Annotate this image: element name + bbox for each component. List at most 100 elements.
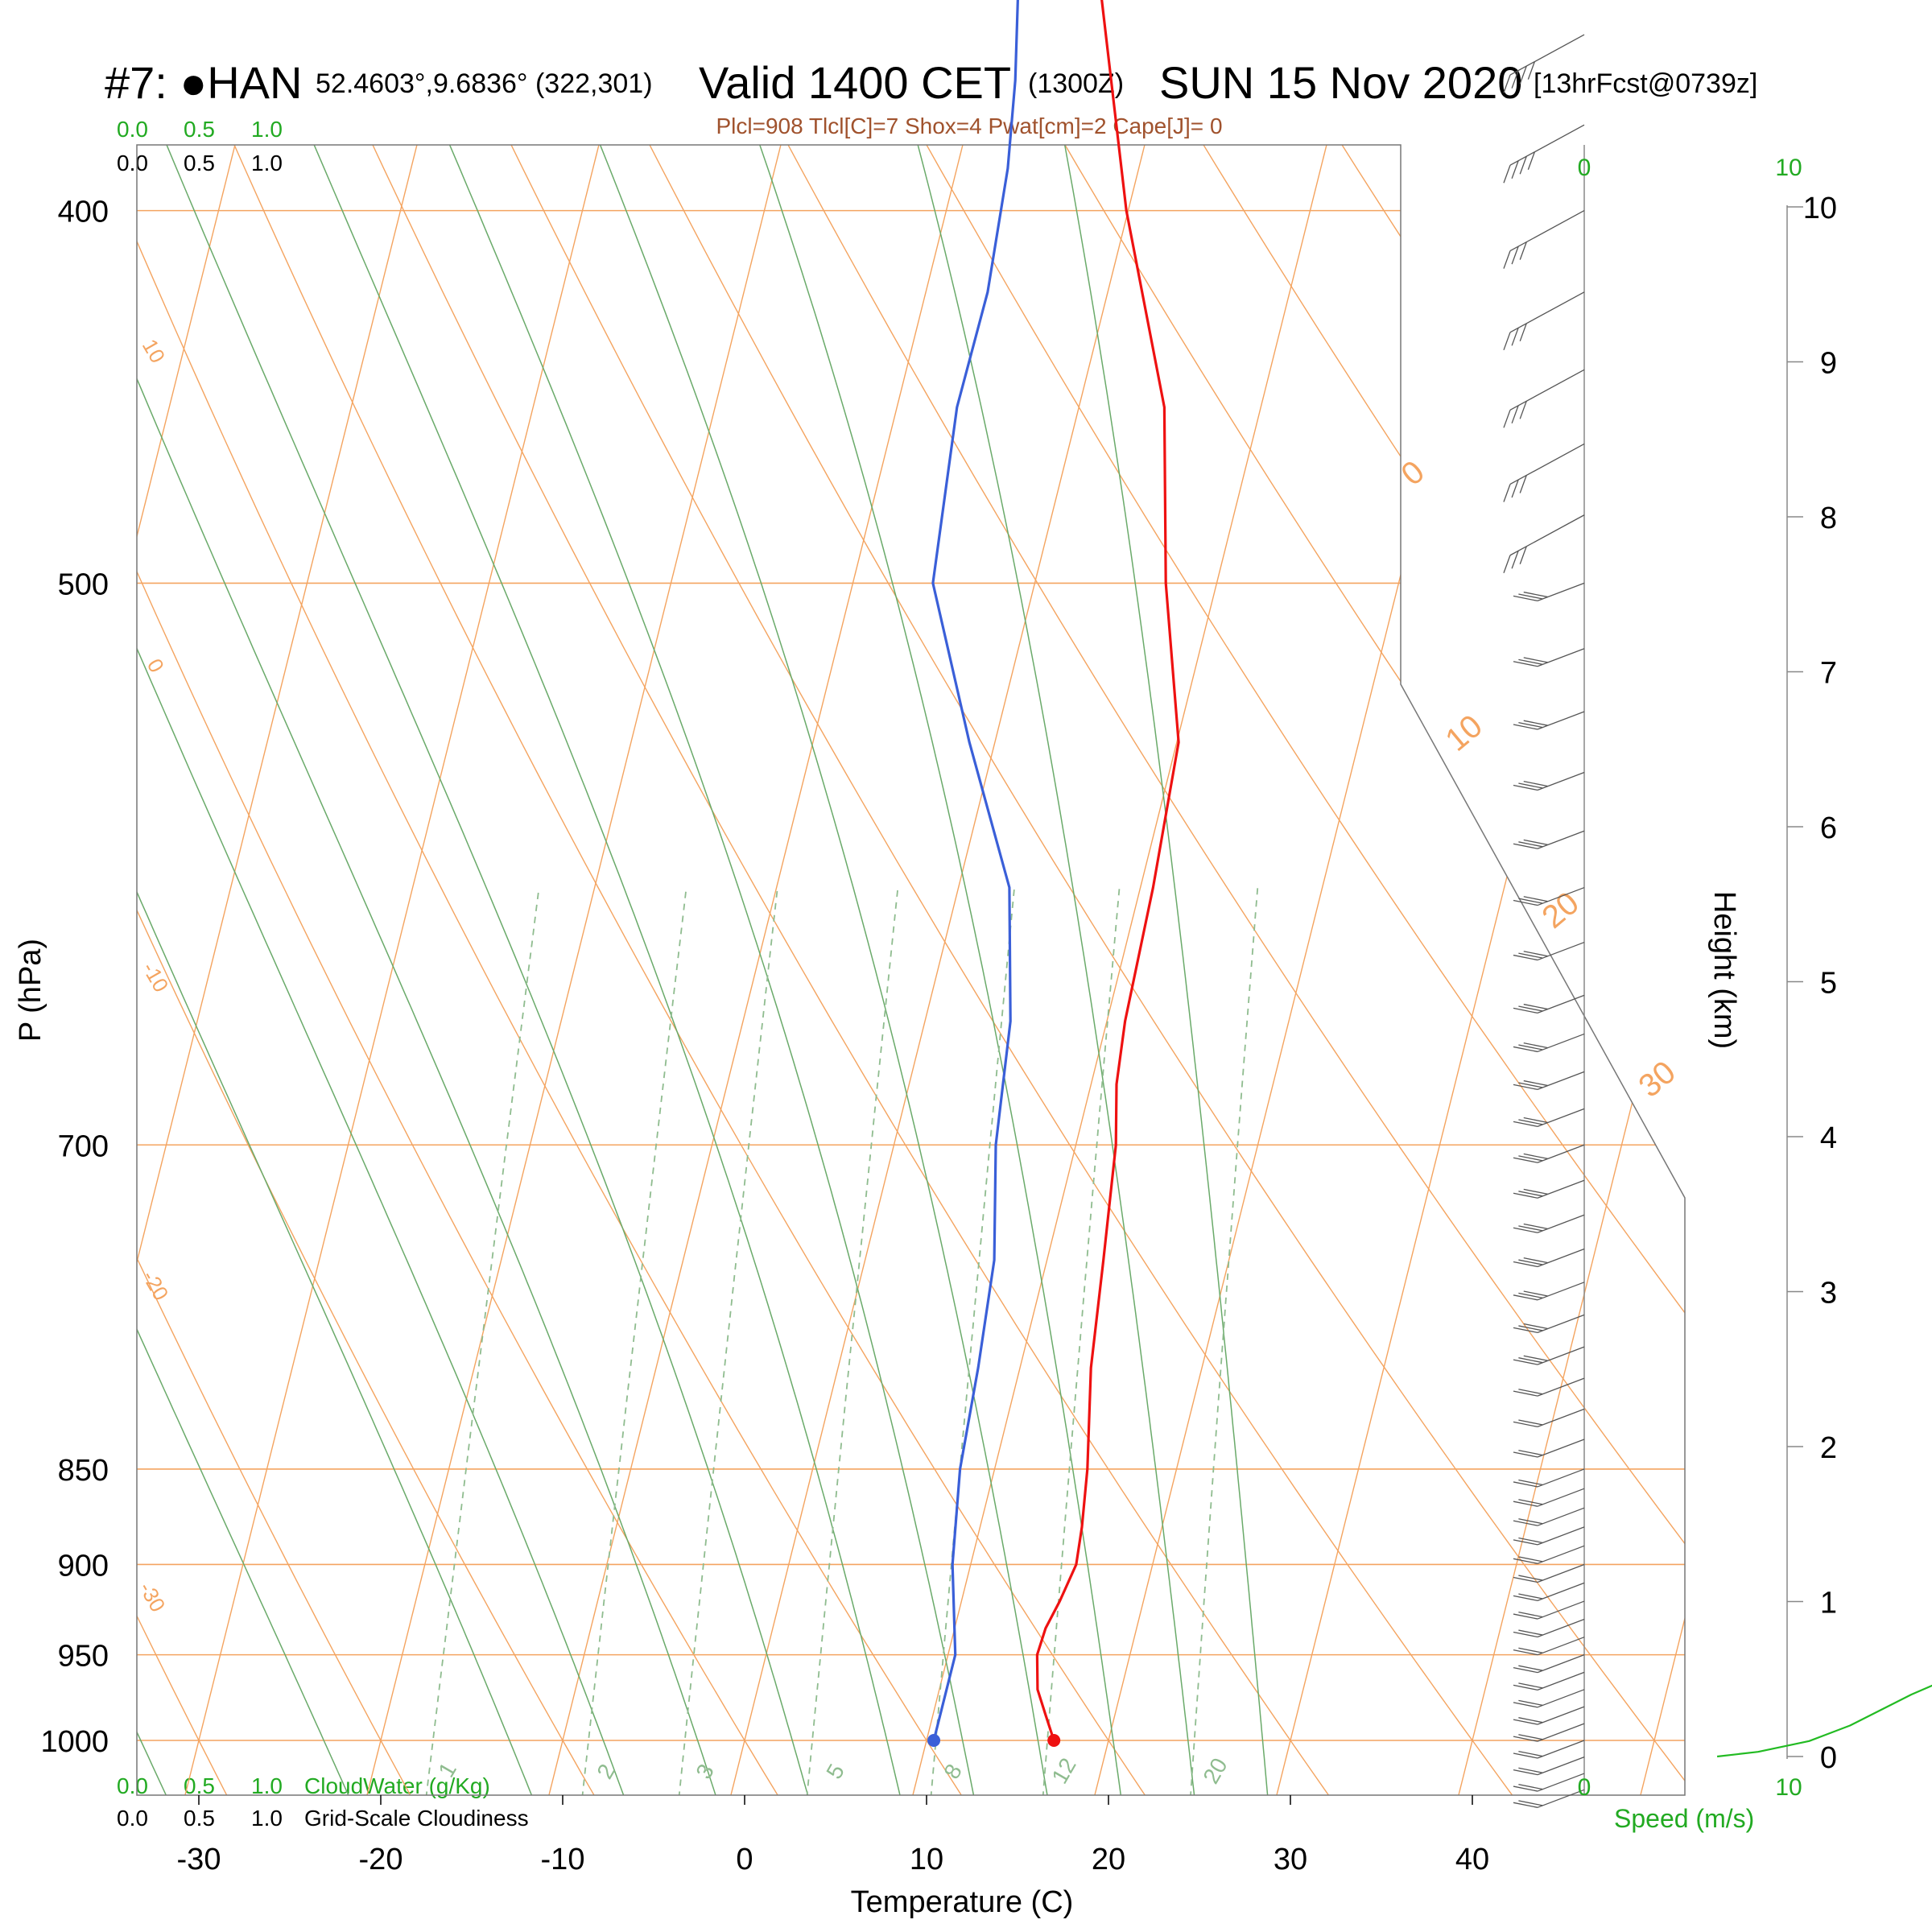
mixing-ratio-label-5: 5 (821, 1760, 849, 1783)
wind-barb-480 (1503, 514, 1585, 573)
dry-adiabat-0 (137, 145, 795, 1795)
wind-barb-420 (1503, 291, 1585, 351)
cloud-scale-top-black-0: 0.0 (117, 151, 148, 175)
speed-tick-bottom-10: 10 (1775, 1774, 1802, 1801)
wind-barb-685 (1513, 1108, 1585, 1127)
temperature-surface-marker (1047, 1734, 1061, 1747)
dry-adiabat-130 (1290, 145, 1685, 1795)
temperature-tick-30: 30 (1274, 1843, 1307, 1876)
height-axis-label: Height (km) (1707, 891, 1741, 1049)
isotherm-label-right-30: 30 (1633, 1055, 1682, 1104)
dry-adiabat-140 (1413, 145, 1685, 1795)
isotherm-label-left-10: 10 (138, 335, 170, 367)
pressure-tick-400: 400 (58, 196, 109, 229)
dry-adiabat-10 (137, 145, 980, 1795)
height-tick-2: 2 (1820, 1431, 1837, 1465)
cloud-scale-bottom-green-1: 0.5 (184, 1773, 215, 1798)
moist-adiabat-22 (493, 145, 1125, 1795)
wind-barb-580 (1513, 830, 1585, 849)
speed-axis-label: Speed (m/s) (1614, 1804, 1754, 1833)
height-tick-6: 6 (1820, 811, 1837, 845)
wind-barb-560 (1513, 771, 1585, 791)
wind-barb-890 (1513, 1545, 1585, 1564)
moist-adiabat--20 (137, 145, 361, 1795)
height-tick-5: 5 (1820, 967, 1837, 1001)
wind-barb-400 (1503, 210, 1585, 269)
dry-adiabat-90 (801, 145, 1685, 1795)
background-lines (0, 0, 1685, 1822)
dry-adiabat-30 (137, 145, 1348, 1795)
dry-adiabat-50 (311, 145, 1685, 1795)
height-tick-4: 4 (1820, 1121, 1837, 1155)
temperature-line (1035, 0, 1180, 1741)
wind-barb-380 (1503, 124, 1585, 184)
isotherm--20 (359, 145, 962, 1795)
moist-adiabat-18 (315, 145, 1053, 1795)
cloud-scale-top-green-2: 1.0 (251, 117, 283, 142)
dry-adiabat-110 (1046, 145, 1685, 1795)
wind-barb-1010 (1513, 1757, 1585, 1776)
dry-adiabat--40 (0, 0, 56, 1822)
wind-barb-670 (1513, 1071, 1585, 1091)
plot-outline (136, 144, 1686, 1796)
mixing-ratio-12 (1040, 887, 1121, 1795)
pressure-tick-500: 500 (58, 568, 109, 601)
temperature-tick-labels: -30 -20 -10 0 10 20 30 40 (177, 1795, 1489, 1876)
cloud-scale-bottom-black-0: 0.0 (117, 1806, 148, 1831)
pressure-tick-900: 900 (58, 1549, 109, 1583)
wind-barb-790 (1513, 1346, 1585, 1365)
moist-adiabat-10 (137, 145, 907, 1795)
isotherm--70 (0, 0, 52, 1822)
wind-barb-1000 (1513, 1740, 1585, 1759)
isotherm-0 (723, 145, 1326, 1795)
station-coords: 52.4603°,9.6836° (322,301) (316, 68, 653, 99)
height-tick-labels: 0 1 2 3 4 5 6 7 8 9 10 (1787, 192, 1837, 1775)
mixing-ratio-3 (675, 887, 778, 1795)
wind-barb-600 (1513, 886, 1585, 906)
isotherm--60 (137, 145, 234, 1795)
isotherm-label-right-10: 10 (1439, 708, 1489, 758)
isotherm-label-left-0: 0 (142, 654, 169, 677)
mixing-ratio-label-2: 2 (592, 1760, 620, 1783)
temperature-tick--30: -30 (177, 1843, 221, 1876)
cloud-scale-top-black-1: 0.5 (184, 151, 215, 175)
pressure-tick-1000: 1000 (40, 1725, 109, 1759)
dry-adiabat-70 (555, 145, 1685, 1795)
cloud-scale-top: 0.0 0.5 1.0 0.0 0.5 1.0 (117, 117, 283, 175)
wind-barb-920 (1513, 1600, 1585, 1620)
isotherm-labels: 10 0 -10 -20 -30 0 10 20 30 (134, 335, 1682, 1616)
height-tick-10: 10 (1803, 192, 1837, 225)
wind-barb-620 (1513, 941, 1585, 961)
dry-adiabat-60 (433, 145, 1685, 1795)
wind-barb-960 (1513, 1671, 1585, 1690)
wind-barb-540 (1513, 711, 1585, 730)
temperature-tick-40: 40 (1455, 1843, 1489, 1876)
dry-adiabat-160 (1657, 145, 1685, 1795)
isotherm--40 (137, 145, 598, 1795)
sounding-profiles (927, 0, 1180, 1747)
moist-adiabat--5 (137, 145, 634, 1795)
moist-adiabat--10 (137, 145, 543, 1795)
wind-barb-990 (1513, 1723, 1585, 1742)
mixing-ratio-20 (1187, 887, 1259, 1795)
height-tick-1: 1 (1820, 1587, 1837, 1620)
wind-barb-700 (1513, 1144, 1585, 1163)
pressure-tick-950: 950 (58, 1640, 109, 1674)
wind-barb-440 (1503, 369, 1585, 428)
wind-barb-360 (1503, 34, 1585, 93)
wind-barbs (1503, 34, 1585, 1808)
isotherm-20 (1087, 145, 1685, 1795)
wind-barb-860 (1513, 1488, 1585, 1507)
dry-adiabat--30 (137, 145, 242, 1795)
dewpoint-surface-marker (927, 1734, 941, 1747)
wind-barb-870 (1513, 1507, 1585, 1526)
cloud-scale-bottom: 0.0 0.5 1.0 CloudWater (g/Kg) 0.0 0.5 1.… (117, 1773, 529, 1831)
mixing-ratio-label-8: 8 (939, 1760, 967, 1783)
station-title: #7: ●HAN (105, 57, 302, 108)
cloudwater-label: CloudWater (g/Kg) (304, 1773, 490, 1798)
moist-adiabat-0 (137, 145, 725, 1795)
pressure-tick-700: 700 (58, 1129, 109, 1163)
height-tick-7: 7 (1820, 657, 1837, 691)
moist-adiabat-14 (164, 145, 980, 1795)
